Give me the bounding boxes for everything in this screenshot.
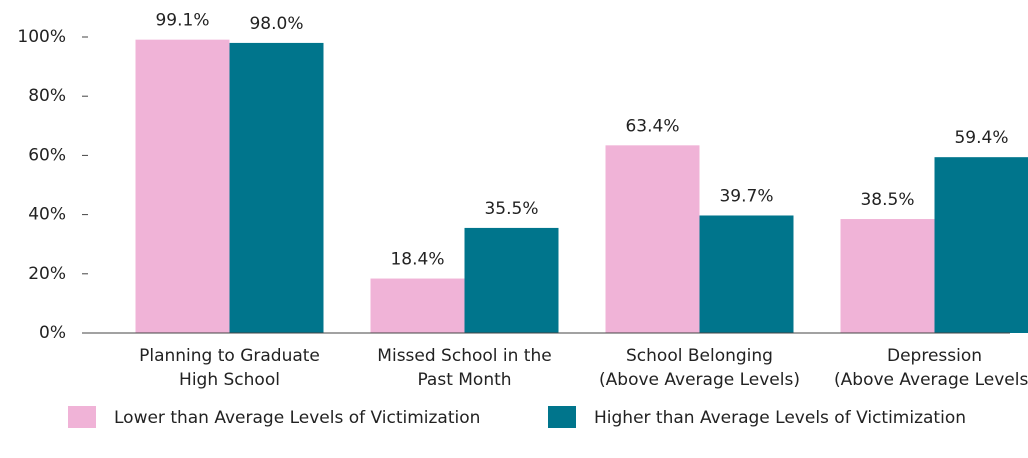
bar — [934, 157, 1028, 333]
x-tick-label: Planning to Graduate — [139, 346, 320, 366]
bar — [229, 42, 324, 334]
legend-label: Higher than Average Levels of Victimizat… — [594, 408, 966, 428]
y-tick-label: 20% — [28, 264, 66, 284]
legend-swatch — [68, 406, 96, 428]
x-tick-label: Past Month — [417, 370, 511, 390]
value-label: 59.4% — [954, 128, 1008, 148]
y-tick-label: 0% — [39, 323, 66, 343]
y-tick-label: 60% — [28, 145, 66, 165]
y-tick-label: 100% — [17, 27, 66, 47]
x-tick-label: Depression — [887, 346, 982, 366]
legend-label: Lower than Average Levels of Victimizati… — [114, 408, 480, 428]
y-tick-label: 80% — [28, 86, 66, 106]
bar — [370, 278, 465, 333]
value-label: 63.4% — [625, 116, 679, 136]
value-label: 98.0% — [249, 14, 303, 34]
value-label: 18.4% — [390, 250, 444, 270]
bar — [840, 219, 935, 333]
y-tick-label: 40% — [28, 205, 66, 225]
bar — [464, 227, 559, 333]
legend-swatch — [548, 406, 576, 428]
x-tick-label: Missed School in the — [377, 346, 551, 366]
value-label: 35.5% — [484, 199, 538, 219]
bar — [605, 145, 700, 333]
value-label: 99.1% — [155, 11, 209, 31]
x-tick-label: School Belonging — [626, 346, 773, 366]
x-tick-label: (Above Average Levels) — [834, 370, 1028, 390]
bar — [699, 215, 794, 333]
x-tick-label: (Above Average Levels) — [599, 370, 800, 390]
value-label: 39.7% — [719, 186, 773, 206]
bar — [135, 39, 230, 333]
x-tick-label: High School — [179, 370, 280, 390]
value-label: 38.5% — [860, 190, 914, 210]
